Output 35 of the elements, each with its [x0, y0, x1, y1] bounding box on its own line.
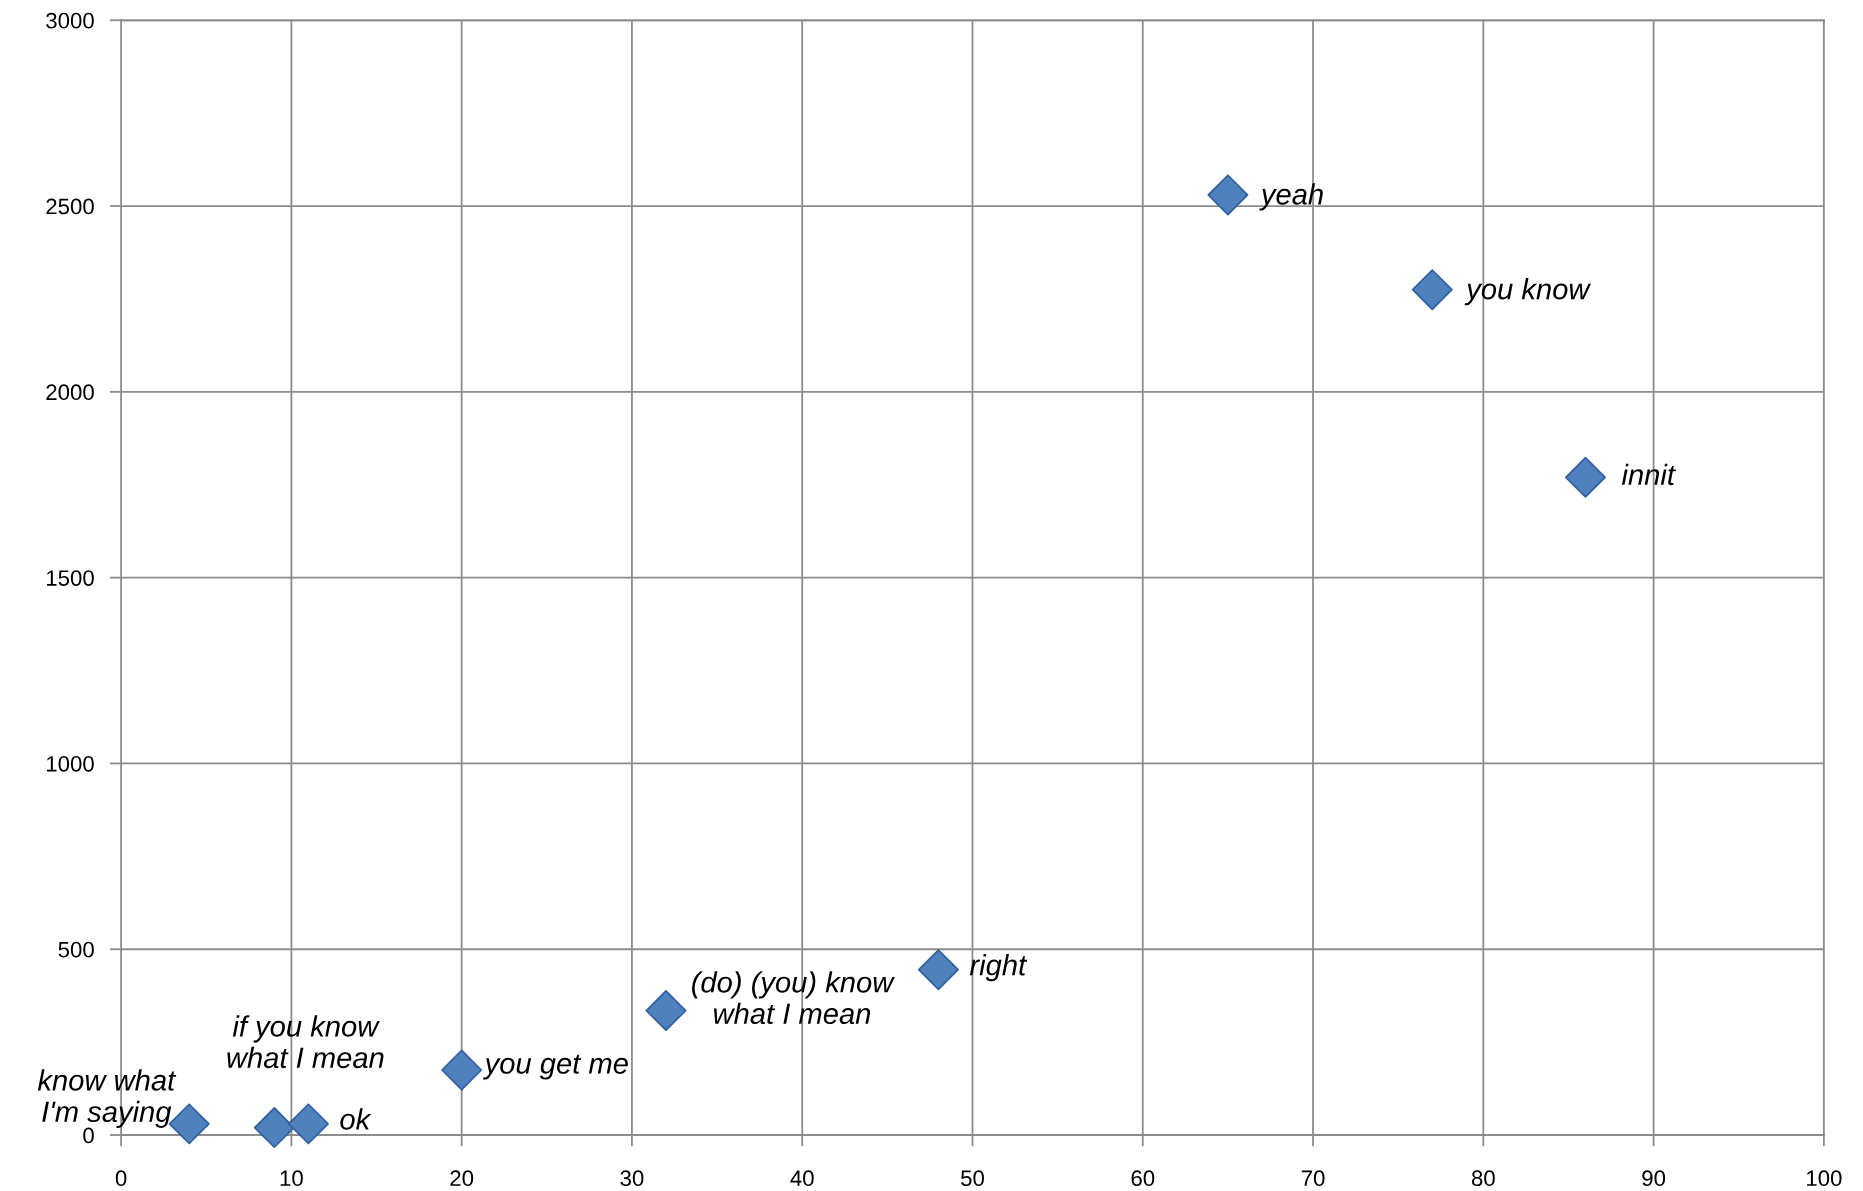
- annotation: right: [969, 954, 1028, 982]
- y-tick-label: 2500: [46, 198, 94, 215]
- y-tick-label: 3000: [46, 12, 94, 29]
- annotation: (do) (you) know what I mean: [692, 971, 895, 1025]
- point: [917, 949, 959, 991]
- y-tick-label: 1000: [46, 755, 94, 772]
- annotation: know what I'm saying: [37, 1069, 177, 1128]
- annotation: yeah: [1259, 183, 1323, 211]
- x-tick-label: 70: [1301, 1170, 1325, 1187]
- y-tick-label: 1500: [46, 570, 94, 586]
- x-tick-label: 80: [1471, 1170, 1495, 1187]
- annotation: you know: [1464, 278, 1592, 306]
- x-tick-label: 20: [450, 1170, 474, 1187]
- annotation: if you know what I mean: [227, 1015, 384, 1069]
- annotation: innit: [1621, 463, 1676, 486]
- point: [441, 1049, 483, 1091]
- x-tick-label: 90: [1642, 1170, 1666, 1187]
- x-tick-label: 50: [961, 1170, 984, 1187]
- x-tick-label: 40: [790, 1170, 814, 1187]
- y-tick-label: 500: [58, 941, 94, 958]
- annotation: you get me: [483, 1054, 628, 1080]
- point: [1565, 456, 1606, 498]
- point: [1207, 174, 1249, 216]
- y-tick-label: 2000: [46, 384, 94, 401]
- point: [253, 1107, 295, 1149]
- x-tick-label: 60: [1131, 1170, 1155, 1187]
- annotation: ok: [340, 1108, 372, 1130]
- x-tick-label: 30: [620, 1170, 644, 1187]
- x-tick-label: 100: [1807, 1170, 1842, 1187]
- y-tick-label: 0: [83, 1127, 94, 1144]
- point: [645, 990, 687, 1032]
- point: [1411, 269, 1453, 311]
- point: [287, 1103, 329, 1145]
- x-tick-label: 10: [280, 1170, 303, 1187]
- x-tick-label: 0: [115, 1170, 127, 1187]
